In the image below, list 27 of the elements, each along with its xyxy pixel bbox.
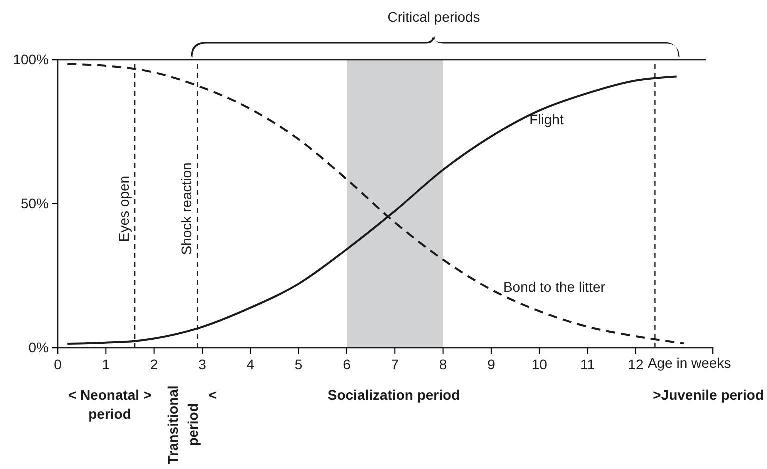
text: Transitional period <box>165 386 201 464</box>
y-tick-label: 50% <box>20 195 49 212</box>
x-axis-title: Age in weeks <box>648 355 732 371</box>
x-tick-label: 10 <box>532 356 548 373</box>
ref-line-label: Shock reaction <box>178 162 195 256</box>
text: < <box>208 387 218 403</box>
series-label: Flight <box>530 112 564 128</box>
y-tick-label: 100% <box>13 51 49 68</box>
x-tick-label: 5 <box>294 356 303 373</box>
y-tick-label: 0% <box>28 339 49 356</box>
x-tick-label: 8 <box>439 356 448 373</box>
x-tick-label: 2 <box>150 356 158 373</box>
x-tick-label: 0 <box>54 356 62 373</box>
text: Critical periods <box>388 9 480 25</box>
x-tick-label: 4 <box>246 356 255 373</box>
x-tick-label: 3 <box>198 356 207 373</box>
x-tick-label: 11 <box>580 356 596 373</box>
x-tick-label: 9 <box>488 356 496 373</box>
text: >Juvenile period <box>653 387 764 403</box>
x-tick-label: 7 <box>391 356 400 373</box>
text: < Neonatal > period <box>68 387 152 422</box>
text: Socialization period <box>328 387 460 403</box>
x-tick-label: 1 <box>102 356 110 373</box>
ref-line-label: Eyes open <box>116 176 132 242</box>
x-tick-label: 6 <box>343 356 352 373</box>
series-label: Bond to the litter <box>503 278 606 295</box>
x-tick-label: 12 <box>628 356 644 373</box>
